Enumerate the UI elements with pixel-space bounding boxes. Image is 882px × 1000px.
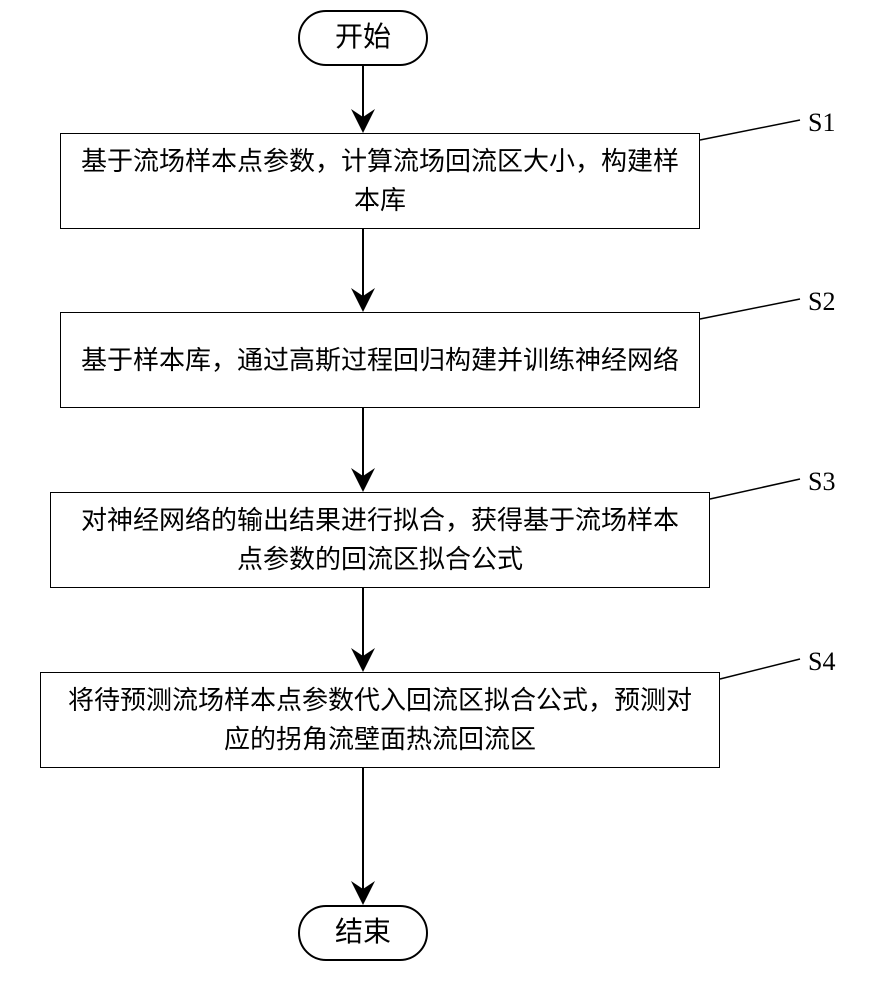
label-s2: S2 xyxy=(808,287,835,317)
flowchart-canvas: 开始 基于流场样本点参数，计算流场回流区大小，构建样本库 基于样本库，通过高斯过… xyxy=(0,0,882,1000)
label-s3: S3 xyxy=(808,467,835,497)
step-s4-node: 将待预测流场样本点参数代入回流区拟合公式，预测对应的拐角流壁面热流回流区 xyxy=(40,672,720,768)
step-s3-text: 对神经网络的输出结果进行拟合，获得基于流场样本点参数的回流区拟合公式 xyxy=(71,501,689,579)
step-s2-text: 基于样本库，通过高斯过程回归构建并训练神经网络 xyxy=(81,341,679,380)
step-s3-node: 对神经网络的输出结果进行拟合，获得基于流场样本点参数的回流区拟合公式 xyxy=(50,492,710,588)
end-text: 结束 xyxy=(335,912,391,954)
label-s1: S1 xyxy=(808,108,835,138)
start-text: 开始 xyxy=(335,17,391,59)
step-s1-text: 基于流场样本点参数，计算流场回流区大小，构建样本库 xyxy=(81,142,679,220)
step-s1-node: 基于流场样本点参数，计算流场回流区大小，构建样本库 xyxy=(60,133,700,229)
start-node: 开始 xyxy=(298,10,428,66)
step-s4-text: 将待预测流场样本点参数代入回流区拟合公式，预测对应的拐角流壁面热流回流区 xyxy=(61,681,699,759)
step-s2-node: 基于样本库，通过高斯过程回归构建并训练神经网络 xyxy=(60,312,700,408)
label-s4: S4 xyxy=(808,647,835,677)
end-node: 结束 xyxy=(298,905,428,961)
